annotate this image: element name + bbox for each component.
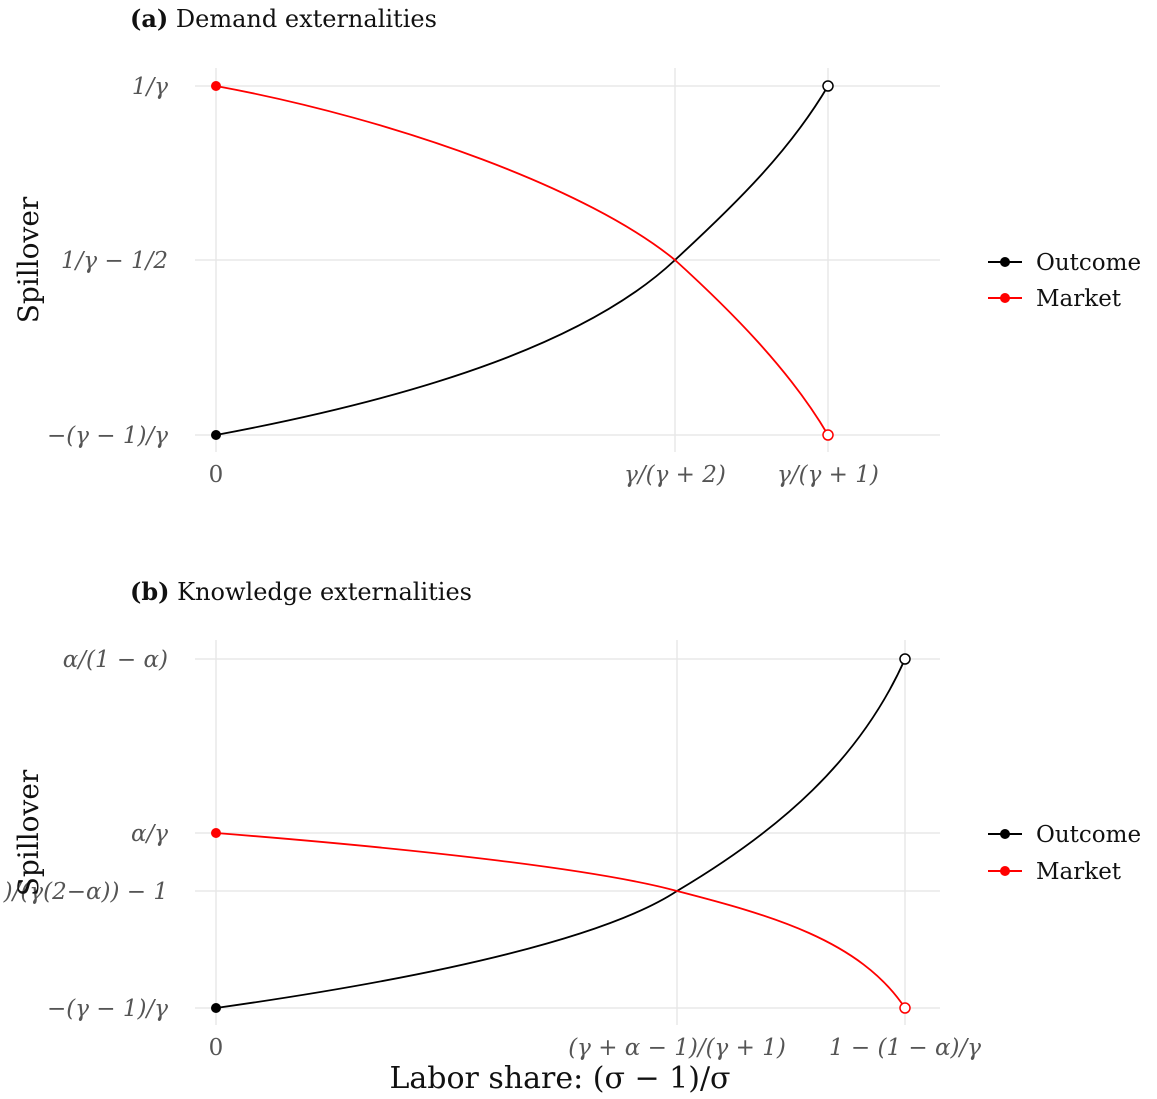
legend-label-market: Market xyxy=(1036,859,1122,885)
x-tick-label: 0 xyxy=(209,1035,224,1061)
panel-b-series xyxy=(211,653,911,1014)
panel-a-tag: (a) xyxy=(130,4,168,33)
series-point-market-end xyxy=(899,1002,911,1014)
series-line-market xyxy=(215,832,906,1009)
panel-a-series xyxy=(211,80,834,441)
legend-point-outcome xyxy=(1000,829,1010,839)
y-tick-label: α/(1 − α) xyxy=(63,647,168,673)
panel-a-title-text: Demand externalities xyxy=(176,5,437,33)
panel-b-title: (b) Knowledge externalities xyxy=(130,577,472,606)
panel-a-title: (a) Demand externalities xyxy=(130,4,437,33)
legend-label-outcome: Outcome xyxy=(1036,250,1141,276)
panel-b: (b) Knowledge externalities α/(1 − α) α/… xyxy=(0,577,1141,1096)
panel-b-y-axis-label: Spillover xyxy=(12,769,45,896)
y-tick-label: 1/γ − 1/2 xyxy=(61,248,168,274)
legend-label-outcome: Outcome xyxy=(1036,822,1141,848)
panel-b-title-text: Knowledge externalities xyxy=(177,578,472,606)
x-axis-label: Labor share: (σ − 1)/σ xyxy=(389,1061,730,1096)
series-point-outcome-end xyxy=(899,653,911,665)
y-tick-label: −(γ − 1)/γ xyxy=(47,423,168,449)
legend-point-market xyxy=(1000,866,1010,876)
x-tick-label: (γ + α − 1)/(γ + 1) xyxy=(568,1035,786,1061)
panel-a-y-axis-label: Spillover xyxy=(12,196,45,323)
panel-a-legend: Outcome Market xyxy=(988,250,1141,312)
series-line-market xyxy=(215,85,829,436)
panel-b-y-ticks: α/(1 − α) α/γ (γ+1)/(γ(2−α)) − 1 −(γ − 1… xyxy=(0,647,168,1022)
series-point-outcome-start xyxy=(211,430,221,440)
panel-b-x-ticks: 0 (γ + α − 1)/(γ + 1) 1 − (1 − α)/γ xyxy=(209,1035,982,1061)
panel-a-grid xyxy=(195,68,940,452)
legend-label-market: Market xyxy=(1036,286,1122,312)
series-point-market-end xyxy=(822,429,834,441)
series-line-outcome xyxy=(215,658,906,1009)
y-tick-label: (γ+1)/(γ(2−α)) − 1 xyxy=(0,879,168,905)
x-tick-label: γ/(γ + 2) xyxy=(624,462,726,488)
y-tick-label: 1/γ xyxy=(132,74,168,100)
series-point-market-start xyxy=(211,828,221,838)
panel-a: (a) Demand externalities 1/γ 1/γ − 1/2 −… xyxy=(12,4,1141,488)
legend-point-market xyxy=(1000,293,1010,303)
x-tick-label: 1 − (1 − α)/γ xyxy=(829,1035,981,1061)
panel-b-grid xyxy=(195,640,940,1025)
panel-b-legend: Outcome Market xyxy=(988,822,1141,885)
panel-b-tag: (b) xyxy=(130,577,170,606)
y-tick-label: α/γ xyxy=(131,821,168,847)
y-tick-label: −(γ − 1)/γ xyxy=(47,996,168,1022)
series-point-outcome-end xyxy=(822,80,834,92)
x-tick-label: γ/(γ + 1) xyxy=(777,462,879,488)
panel-a-y-ticks: 1/γ 1/γ − 1/2 −(γ − 1)/γ xyxy=(47,74,168,449)
x-tick-label: 0 xyxy=(209,462,224,488)
series-point-outcome-start xyxy=(211,1003,221,1013)
legend-point-outcome xyxy=(1000,257,1010,267)
series-line-outcome xyxy=(215,85,829,436)
panel-a-x-ticks: 0 γ/(γ + 2) γ/(γ + 1) xyxy=(209,462,879,488)
series-point-market-start xyxy=(211,81,221,91)
